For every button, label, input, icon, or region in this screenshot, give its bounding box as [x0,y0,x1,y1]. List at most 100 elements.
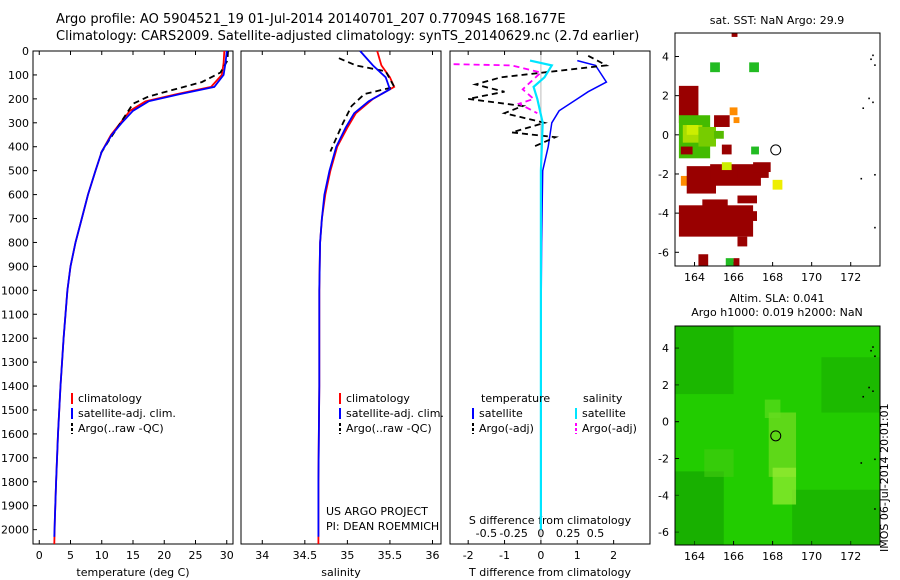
salinity-difference-tick-label: 0.5 [587,527,605,540]
sla-map-coast-dot [872,346,874,348]
temperature-x-label: temperature (deg C) [76,566,189,579]
project-annotation-line2: PI: DEAN ROEMMICH [326,520,439,533]
sst-pixel [731,33,738,37]
temperature-x-tick-label: 0 [36,549,43,562]
sst-map-x-tick-label: 172 [840,271,861,284]
salinity-x-tick-label: 36 [425,549,439,562]
sla-field-patch [675,326,734,395]
sst-map-title: sat. SST: NaN Argo: 29.9 [710,14,844,27]
sst-map-frame [674,32,881,267]
sla-map-coast-dot [868,386,870,389]
difference-plot-frame [449,50,651,545]
imos-watermark: IMOS 06-Jul-2014 20:01:01 [878,403,891,552]
difference-legend-t-satellite-label: satellite [479,407,523,420]
temperature-x-tick-label: 25 [189,549,203,562]
difference-legend-salinity-title: salinity [583,392,623,405]
sst-map-coast-dot [874,64,876,66]
sst-pixel [678,205,754,237]
sst-map-y-tick-label: 0 [662,129,669,142]
sla-map-x-tick-label: 168 [762,550,783,563]
salinity-difference-x-label: S difference from climatology [469,514,632,527]
sst-pixel [737,236,748,247]
salinity-plot-frame [240,50,442,545]
difference-s-satellite-line [529,59,554,530]
sla-map-y-tick-label: 0 [662,416,669,429]
sla-map-coast-dot [870,349,872,352]
temperature-legend-climatology-label: climatology [78,392,142,405]
sla-map-x-tick-label: 172 [840,550,861,563]
sst-pixel [725,258,734,266]
sst-pixel [753,162,771,173]
sst-map-coast-dot [872,54,874,57]
temperature-argo-line [99,50,229,155]
sst-pixel [680,175,689,186]
sst-pixel [737,195,757,204]
sst-pixel [680,146,693,155]
sst-map-y-tick-label: 2 [662,90,669,103]
sla-field-patch [768,412,797,477]
salinity-difference-tick-label: -0.25 [499,527,527,540]
sst-pixel [729,107,738,116]
sla-map-y-tick-label: -2 [658,453,669,466]
depth-tick-label: 700 [8,213,29,226]
sla-field-patch [792,489,880,545]
sst-map-y-tick-label: -2 [658,168,669,181]
sst-map-x-tick-label: 168 [762,271,783,284]
difference-legend-s-argo-label: Argo(-adj) [582,422,637,435]
depth-tick-label: 1600 [1,428,29,441]
depth-tick-label: 1700 [1,452,29,465]
temperature-plot-frame [32,50,234,545]
sla-field-patch [772,467,797,505]
sla-map-coast-dot [874,355,876,358]
difference-x-tick-label: -1 [499,549,510,562]
sst-map-coast-dot [874,226,876,229]
sla-map-coast-dot [862,395,865,398]
sst-pixel [686,125,699,135]
depth-tick-label: 300 [8,117,29,130]
sst-map-x-tick-label: 166 [723,271,744,284]
depth-tick-label: 1900 [1,500,29,513]
sla-map-x-tick-label: 164 [684,550,705,563]
sst-map-y-tick-label: 4 [662,50,669,63]
sst-map-y-tick-label: -4 [658,207,669,220]
sla-map-frame [674,325,881,546]
temperature-legend-satellite-label: satellite-adj. clim. [78,407,176,420]
chart-title-line2: Climatology: CARS2009. Satellite-adjuste… [56,29,640,44]
depth-tick-label: 1000 [1,284,29,297]
sla-map-x-tick-label: 170 [801,550,822,563]
depth-tick-label: 1800 [1,476,29,489]
sla-map-coast-dot [874,458,876,461]
difference-x-tick-label: -2 [463,549,474,562]
sst-argo-position-marker [770,144,782,156]
sla-field-patch [704,449,734,477]
sla-map-coast-dot [874,508,876,510]
sst-map-x-tick-label: 170 [801,271,822,284]
sst-map-coast-dot [868,97,870,100]
sla-map-y-tick-label: 4 [662,342,669,355]
temperature-x-tick-label: 10 [95,549,109,562]
difference-x-tick-label: 1 [574,549,581,562]
sst-pixel [721,162,732,171]
depth-tick-label: 200 [8,93,29,106]
depth-tick-label: 1100 [1,308,29,321]
sst-pixel [745,211,757,221]
temperature-x-tick-label: 5 [67,549,74,562]
sla-field-patch [675,471,724,545]
depth-tick-label: 1200 [1,332,29,345]
temperature-x-tick-label: 15 [126,549,140,562]
salinity-legend-argo-label: Argo(..raw -QC) [346,422,432,435]
sla-map-coast-dot [872,390,874,393]
sst-map-coast-dot [874,173,876,176]
sla-map-coast-dot [860,462,863,464]
sla-map-title: Altim. SLA: 0.041 [729,292,824,305]
difference-t-satellite-line [540,59,608,530]
sst-pixel [772,179,783,190]
sst-map-y-tick-label: -6 [658,246,669,259]
depth-tick-label: 1400 [1,380,29,393]
salinity-difference-tick-label: 0.25 [556,527,581,540]
temperature-x-tick-label: 20 [157,549,171,562]
sst-pixel [714,115,730,127]
salinity-legend-satellite-label: satellite-adj. clim. [346,407,444,420]
sst-pixel [714,130,724,139]
sst-pixel [733,258,740,266]
